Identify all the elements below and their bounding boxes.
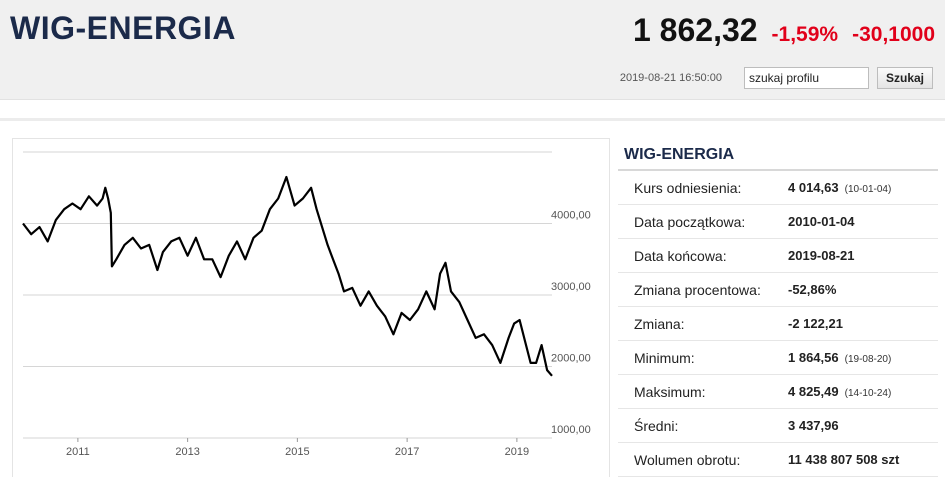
stat-value: 2019-08-21 <box>788 248 855 263</box>
stat-value-text: 2019-08-21 <box>788 248 855 263</box>
chart-grid <box>23 151 552 439</box>
stat-value: 4 825,49 (14-10-24) <box>788 384 891 399</box>
stat-value: 11 438 807 508 szt <box>788 452 899 467</box>
search-row: 2019-08-21 16:50:00 Szukaj <box>620 67 933 89</box>
stat-row: Maksimum: 4 825,49 (14-10-24) <box>618 375 938 409</box>
stat-label: Maksimum: <box>634 383 706 400</box>
y-tick-label: 2000,00 <box>551 353 591 365</box>
stat-row: Zmiana procentowa: -52,86% <box>618 273 938 307</box>
stat-value: -2 122,21 <box>788 316 843 331</box>
stat-value-text: 3 437,96 <box>788 418 839 433</box>
stats-panel: WIG-ENERGIA Kurs odniesienia: 4 014,63 (10… <box>618 138 938 477</box>
search-button[interactable]: Szukaj <box>876 67 933 89</box>
stat-value: -52,86% <box>788 282 836 297</box>
x-axis-labels: 2011 2013 2015 2017 2019 <box>66 438 529 458</box>
stat-row: Wolumen obrotu: 11 438 807 508 szt <box>618 443 938 477</box>
stat-value-text: 2010-01-04 <box>788 214 855 229</box>
stat-row: Kurs odniesienia: 4 014,63 (10-01-04) <box>618 171 938 205</box>
price-row: 1 862,32 -1,59% -30,1000 <box>633 12 935 49</box>
stat-label: Data początkowa: <box>634 213 746 230</box>
stat-value: 2010-01-04 <box>788 214 855 229</box>
stat-value-text: -52,86% <box>788 282 837 297</box>
x-tick-label: 2017 <box>395 446 419 458</box>
stat-value-text: 1 864,56 <box>788 350 839 365</box>
quote-header: WIG-ENERGIA 1 862,32 -1,59% -30,1000 201… <box>0 0 945 100</box>
change-absolute: -30,1000 <box>852 23 935 46</box>
y-tick-label: 4000,00 <box>551 210 591 222</box>
stat-row: Data początkowa: 2010-01-04 <box>618 205 938 239</box>
stat-value: 3 437,96 <box>788 418 839 433</box>
change-percent: -1,59% <box>771 23 839 46</box>
stat-label: Średni: <box>634 417 679 434</box>
stat-label: Kurs odniesienia: <box>634 179 742 196</box>
quote-timestamp: 2019-08-21 16:50:00 <box>619 72 722 84</box>
price-line <box>22 175 553 377</box>
stat-row: Średni: 3 437,96 <box>618 409 938 443</box>
stat-label: Zmiana procentowa: <box>634 281 761 298</box>
y-tick-label: 1000,00 <box>551 424 591 436</box>
current-price: 1 862,32 <box>632 12 758 48</box>
stat-row: Zmiana: -2 122,21 <box>618 307 938 341</box>
content-panel <box>0 118 945 477</box>
stat-value-text: 4 825,49 <box>788 384 839 399</box>
stat-value: 4 014,63 (10-01-04) <box>788 180 891 195</box>
stat-label: Minimum: <box>634 349 695 366</box>
x-tick-label: 2019 <box>505 446 529 458</box>
chart-frame <box>12 138 610 477</box>
stat-value-text: -2 122,21 <box>788 316 843 331</box>
stat-value: 1 864,56 (19-08-20) <box>788 350 891 365</box>
stat-label: Data końcowa: <box>634 247 727 264</box>
y-tick-label: 3000,00 <box>551 281 591 293</box>
y-axis-labels: 4000,00 3000,00 2000,00 1000,00 <box>551 210 591 437</box>
x-tick-label: 2015 <box>285 446 309 458</box>
profile-search-input[interactable] <box>743 67 869 89</box>
index-title: WIG-ENERGIA <box>10 10 236 46</box>
stat-row: Minimum: 1 864,56 (19-08-20) <box>618 341 938 375</box>
stat-value-text: 4 014,63 <box>788 180 839 195</box>
stat-date: (19-08-20) <box>844 354 892 365</box>
x-tick-label: 2013 <box>175 446 199 458</box>
stat-row: Data końcowa: 2019-08-21 <box>618 239 938 273</box>
x-tick-label: 2011 <box>66 446 90 458</box>
stats-table: Kurs odniesienia: 4 014,63 (10-01-04) Data … <box>618 171 938 477</box>
stat-date: (14-10-24) <box>844 388 892 399</box>
stat-value-text: 11 438 807 508 szt <box>788 452 900 467</box>
stat-label: Zmiana: <box>634 315 685 332</box>
stats-title: WIG-ENERGIA <box>618 138 938 171</box>
chart-series <box>22 175 553 377</box>
stat-label: Wolumen obrotu: <box>634 451 741 468</box>
stat-date: (10-01-04) <box>844 184 892 195</box>
